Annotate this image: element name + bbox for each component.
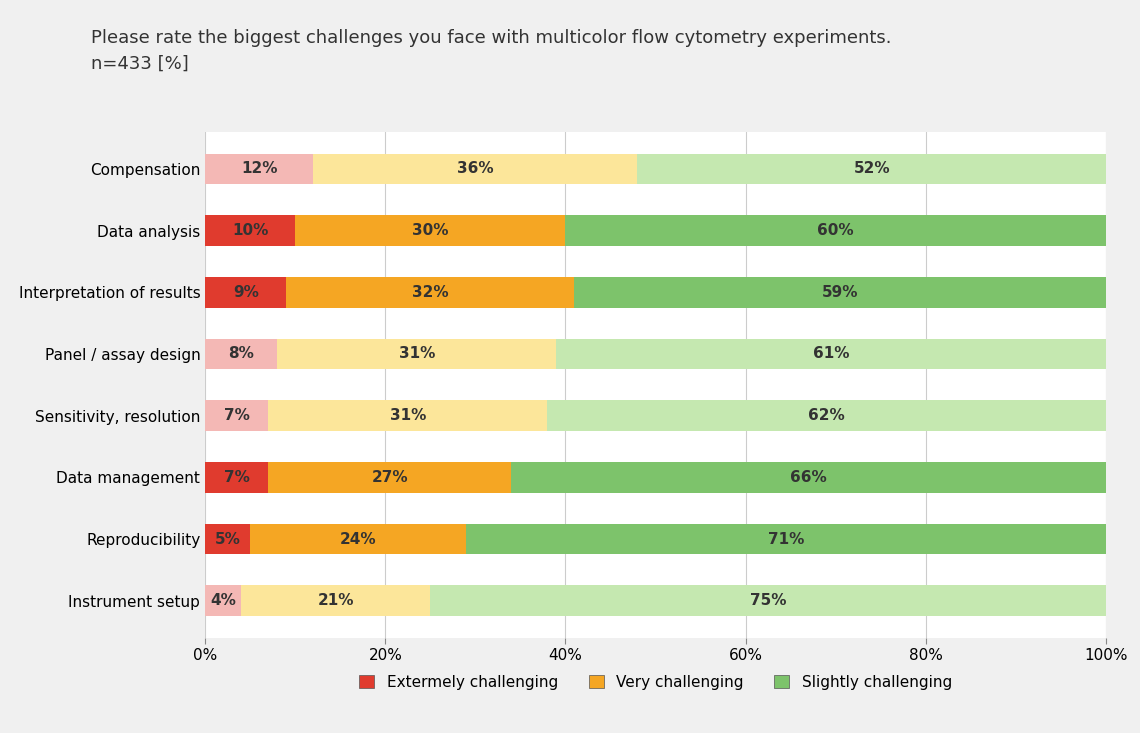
Text: 10%: 10% <box>233 223 268 238</box>
Bar <box>251 523 466 554</box>
Bar <box>466 523 1106 554</box>
Bar <box>547 400 1106 431</box>
Text: 9%: 9% <box>233 285 259 300</box>
Bar <box>205 523 251 554</box>
Bar <box>268 400 547 431</box>
Text: 7%: 7% <box>223 408 250 423</box>
Text: 7%: 7% <box>223 470 250 485</box>
Bar <box>205 585 242 616</box>
Bar <box>556 339 1106 369</box>
Bar <box>242 585 431 616</box>
Bar <box>295 216 565 246</box>
Bar <box>205 462 268 493</box>
Text: 59%: 59% <box>822 285 858 300</box>
Bar <box>277 339 556 369</box>
Bar <box>205 339 277 369</box>
Text: 32%: 32% <box>412 285 449 300</box>
Bar <box>314 153 637 185</box>
Text: 66%: 66% <box>790 470 826 485</box>
Text: 31%: 31% <box>390 408 426 423</box>
Bar <box>268 462 512 493</box>
Bar <box>205 216 295 246</box>
Text: 36%: 36% <box>457 161 494 177</box>
Text: 12%: 12% <box>241 161 277 177</box>
Text: 52%: 52% <box>854 161 890 177</box>
Text: 24%: 24% <box>340 531 376 547</box>
Bar <box>205 277 286 308</box>
Text: 27%: 27% <box>372 470 408 485</box>
Bar <box>512 462 1106 493</box>
Text: 60%: 60% <box>817 223 854 238</box>
Text: 75%: 75% <box>750 593 787 608</box>
Bar <box>565 216 1106 246</box>
Text: 4%: 4% <box>210 593 236 608</box>
Bar <box>286 277 575 308</box>
Text: 71%: 71% <box>768 531 805 547</box>
Text: 30%: 30% <box>412 223 449 238</box>
Bar <box>575 277 1106 308</box>
Text: 21%: 21% <box>318 593 355 608</box>
Bar <box>205 153 314 185</box>
Text: Please rate the biggest challenges you face with multicolor flow cytometry exper: Please rate the biggest challenges you f… <box>91 29 891 73</box>
Text: 31%: 31% <box>399 347 435 361</box>
Bar <box>430 585 1106 616</box>
Legend: Extermely challenging, Very challenging, Slightly challenging: Extermely challenging, Very challenging,… <box>353 668 958 696</box>
Text: 61%: 61% <box>813 347 849 361</box>
Bar <box>205 400 268 431</box>
Bar <box>637 153 1106 185</box>
Text: 5%: 5% <box>214 531 241 547</box>
Text: 62%: 62% <box>808 408 845 423</box>
Text: 8%: 8% <box>228 347 254 361</box>
